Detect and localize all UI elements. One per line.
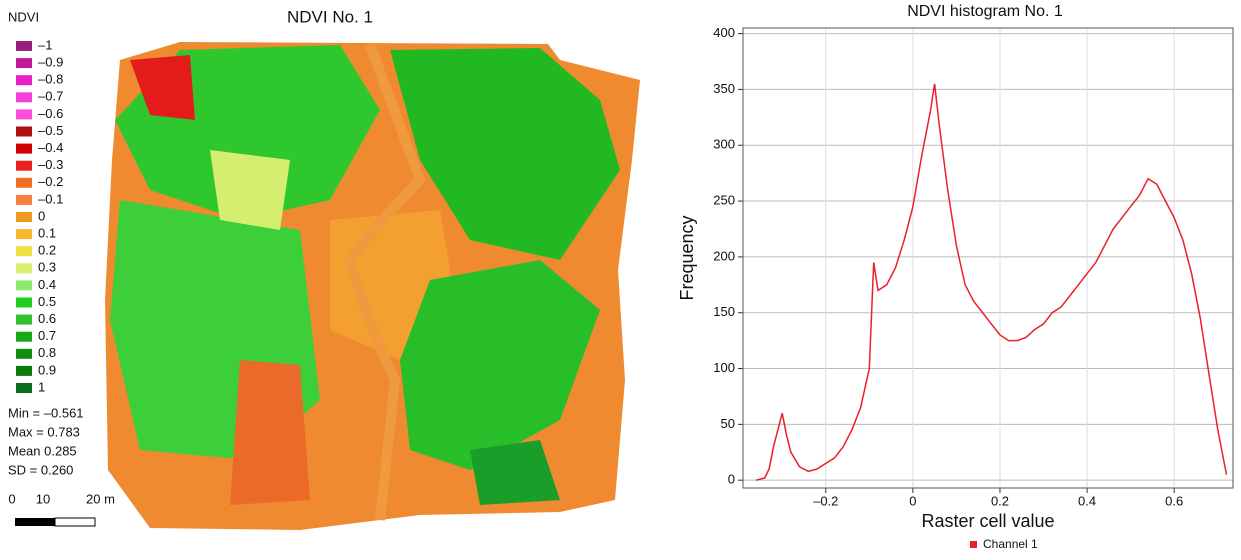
map-patch	[130, 55, 195, 120]
x-tick-label: 0	[909, 493, 916, 508]
scale-label: 20 m	[86, 491, 115, 506]
histogram: NDVI histogram No. 1 0 50 100 150 200 250 300 35…	[677, 3, 1234, 551]
legend-swatch	[16, 297, 32, 308]
legend-swatch	[16, 143, 32, 154]
legend-swatch	[16, 160, 32, 171]
histogram-line	[755, 83, 1228, 481]
plot-frame	[742, 27, 1234, 489]
legend-label: 0	[38, 208, 45, 223]
y-tick-label: 400	[713, 25, 735, 40]
legend-swatch	[16, 314, 32, 325]
y-tick-label: 50	[721, 416, 735, 431]
legend-label: 0.6	[38, 311, 56, 326]
y-tick-label: 350	[713, 81, 735, 96]
legend-swatch	[16, 177, 32, 188]
y-axis-label: Frequency	[677, 215, 697, 300]
map-road	[344, 43, 426, 521]
legend-label: 0.7	[38, 328, 56, 343]
x-tick-label: 0.4	[1078, 493, 1096, 508]
legend-swatch	[16, 194, 32, 205]
map-title: NDVI No. 1	[287, 7, 373, 26]
map-legend: –1 –0.9 –0.8 –0.7 –0.6 –0.5 –0.4 –0.3 –0.2 –0.1 0 0…	[16, 37, 63, 394]
legend-label: 0.4	[38, 277, 56, 292]
scale-label: 10	[36, 491, 50, 506]
y-tick-label: 100	[713, 360, 735, 375]
map-patch	[390, 48, 620, 260]
legend-swatch	[16, 41, 32, 51]
chart-title: NDVI histogram No. 1	[907, 3, 1063, 20]
legend-label: –0.5	[38, 123, 63, 138]
legend-label: –1	[38, 37, 52, 52]
stat-text: Max = 0.783	[8, 424, 80, 439]
legend-label: –0.6	[38, 106, 63, 121]
map-patch	[470, 440, 560, 505]
legend-label: 0.8	[38, 345, 56, 360]
legend-label: –0.9	[38, 55, 63, 70]
legend-swatch	[16, 212, 32, 222]
legend-swatch	[16, 229, 32, 240]
y-tick-label: 0	[728, 472, 735, 487]
legend-swatch	[16, 58, 32, 69]
legend-swatch	[16, 263, 32, 274]
map-stats: Min = –0.561 Max = 0.783 Mean 0.285 SD = 0.…	[8, 405, 84, 477]
legend-label: 0.2	[38, 243, 56, 258]
legend-title: NDVI	[8, 9, 39, 24]
legend-label: 0.5	[38, 294, 56, 309]
legend-swatch	[16, 109, 32, 120]
stat-text: Min = –0.561	[8, 405, 84, 420]
legend-swatch	[970, 541, 977, 548]
legend-swatch	[16, 75, 32, 86]
legend-swatch	[16, 280, 32, 291]
map-image	[105, 42, 640, 530]
legend-label: –0.7	[38, 89, 63, 104]
map-patch	[210, 150, 290, 230]
y-tick-label: 150	[713, 304, 735, 319]
legend-swatch	[16, 92, 32, 103]
legend-swatch	[16, 348, 32, 359]
legend-label: 0.1	[38, 226, 56, 241]
legend-label: 0.9	[38, 362, 56, 377]
stat-text: SD = 0.260	[8, 462, 73, 477]
y-tick-label: 300	[713, 137, 735, 152]
legend-label: –0.4	[38, 140, 63, 155]
map-patch	[400, 260, 600, 470]
scale-bar: 0 10 20 m	[8, 491, 115, 527]
legend-label: Channel 1	[983, 537, 1038, 551]
scale-bar-segment	[15, 518, 55, 526]
legend-swatch	[16, 383, 32, 393]
legend-swatch	[16, 331, 32, 342]
x-tick-label: –0.2	[813, 493, 838, 508]
y-tick-label: 200	[713, 248, 735, 263]
legend-label: 0.3	[38, 260, 56, 275]
legend-label: –0.2	[38, 174, 63, 189]
legend-label: –0.1	[38, 191, 63, 206]
legend-label: –0.3	[38, 157, 63, 172]
scale-label: 0	[8, 491, 15, 506]
legend-swatch	[16, 246, 32, 257]
stat-text: Mean 0.285	[8, 443, 77, 458]
legend-label: –0.8	[38, 72, 63, 87]
scale-bar-segment	[54, 517, 96, 527]
legend-swatch	[16, 126, 32, 137]
y-tick-label: 250	[713, 192, 735, 207]
x-tick-label: 0.6	[1165, 493, 1183, 508]
x-axis-label: Raster cell value	[921, 511, 1054, 531]
map-patch	[230, 360, 310, 505]
legend-label: 1	[38, 379, 45, 394]
legend-swatch	[16, 365, 32, 376]
x-tick-label: 0.2	[991, 493, 1009, 508]
